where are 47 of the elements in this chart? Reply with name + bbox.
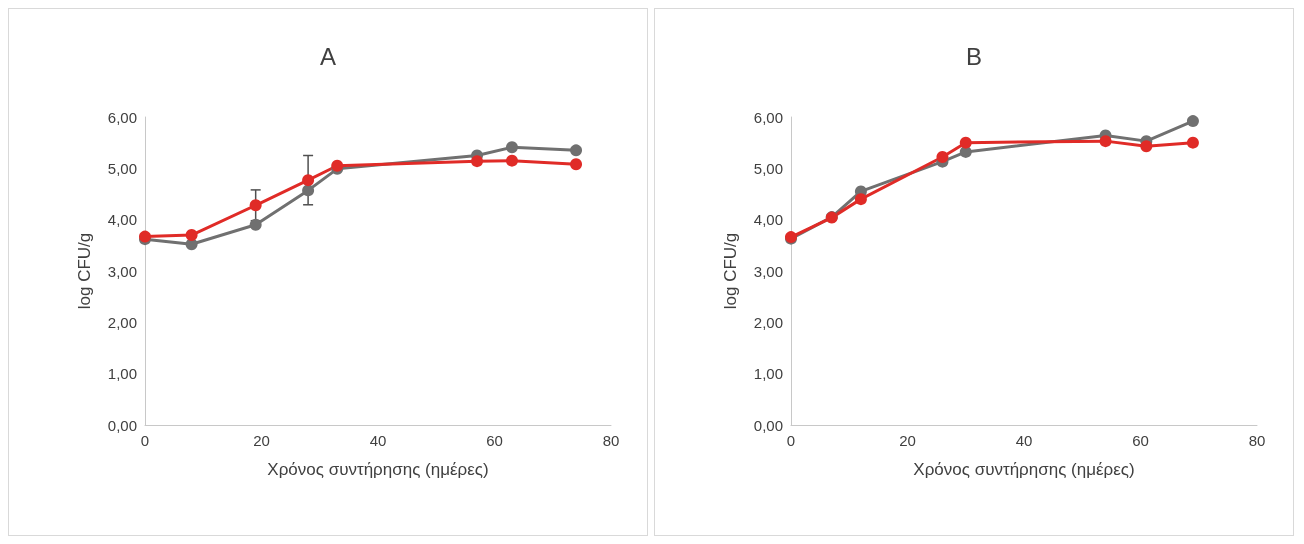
x-tick-label: 20 <box>899 432 916 449</box>
point <box>185 229 198 242</box>
point <box>471 155 484 168</box>
x-axis-title: Χρόνος συντήρησης (ημέρες) <box>267 460 489 479</box>
point <box>505 154 518 167</box>
x-tick-label: 20 <box>253 432 270 449</box>
y-tick-label: 1,00 <box>753 365 783 383</box>
point <box>1140 140 1153 153</box>
chart-title: A <box>319 42 337 70</box>
y-axis-title: log CFU/g <box>721 232 740 310</box>
point <box>249 199 262 212</box>
y-tick-label: 5,00 <box>107 159 137 177</box>
point <box>570 144 583 157</box>
point <box>570 158 583 171</box>
chart-title: B <box>965 42 983 70</box>
x-axis-title: Χρόνος συντήρησης (ημέρες) <box>913 460 1135 479</box>
y-axis-title: log CFU/g <box>75 232 94 310</box>
x-tick-label: 60 <box>1132 432 1149 449</box>
point <box>302 184 315 197</box>
x-tick-label: 0 <box>786 432 796 449</box>
point <box>505 141 518 154</box>
point <box>1099 135 1112 148</box>
x-tick-label: 40 <box>369 432 387 449</box>
point <box>249 218 262 231</box>
y-tick-label: 3,00 <box>107 262 137 280</box>
y-tick-label: 4,00 <box>107 211 137 229</box>
x-tick-label: 40 <box>1015 432 1033 449</box>
y-tick-label: 3,00 <box>753 262 783 280</box>
point <box>854 193 867 206</box>
point <box>1186 115 1199 128</box>
x-tick-label: 80 <box>602 432 620 449</box>
x-tick-label: 0 <box>140 432 150 449</box>
point <box>959 136 972 149</box>
y-tick-label: 6,00 <box>753 108 783 126</box>
y-tick-label: 2,00 <box>753 313 783 331</box>
y-tick-label: 4,00 <box>753 211 783 229</box>
y-tick-label: 1,00 <box>107 365 137 383</box>
x-tick-label: 80 <box>1248 432 1266 449</box>
point <box>1186 136 1199 149</box>
point <box>302 174 315 187</box>
point <box>936 151 949 164</box>
y-tick-label: 0,00 <box>753 416 783 434</box>
x-tick-label: 60 <box>486 432 503 449</box>
y-tick-label: 2,00 <box>107 313 137 331</box>
y-tick-label: 5,00 <box>753 159 783 177</box>
y-tick-label: 0,00 <box>107 416 137 434</box>
y-tick-label: 6,00 <box>107 108 137 126</box>
